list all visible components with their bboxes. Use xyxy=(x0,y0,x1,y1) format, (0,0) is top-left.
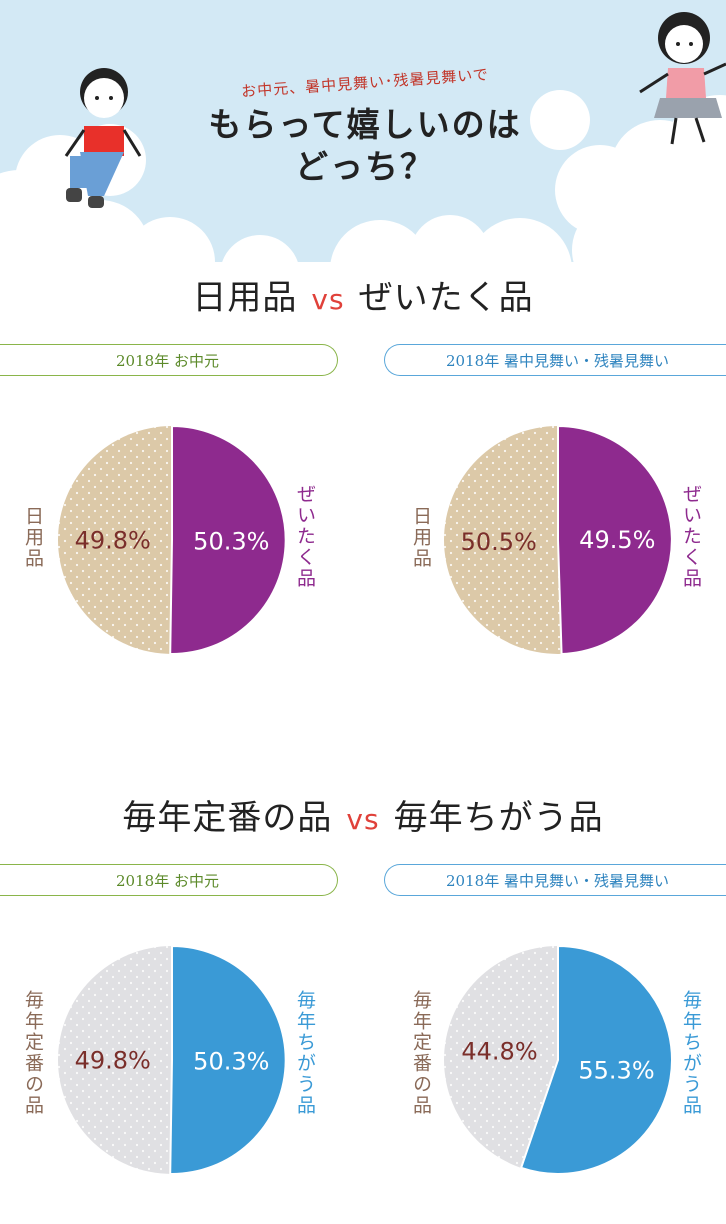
category-label-luxury-2: ぜいたく品 xyxy=(680,484,702,589)
section-title-2: 毎年定番の品 vs 毎年ちがう品 xyxy=(0,790,726,839)
tag-shochu-1: 2018年 暑中見舞い・残暑見舞い xyxy=(384,344,726,376)
pie-chart-ochugen-variety: 50.3% 49.8% xyxy=(58,944,287,1175)
pie-slice-ぜいたく品 xyxy=(169,424,287,655)
pie-slice-ぜいたく品 xyxy=(557,424,673,655)
pie-chart-shochu-variety: 55.3% 44.8% xyxy=(444,944,673,1175)
section-title-b: 毎年ちがう品 xyxy=(393,798,604,838)
hero-title: もらって嬉しいのは どっち？ xyxy=(150,104,580,188)
cloud-shapes xyxy=(0,90,726,262)
category-label-standard-2: 毎年定番の品 xyxy=(410,990,432,1116)
pie-label-secondary: 50.5% xyxy=(461,528,537,556)
pie-slice-毎年ちがう品 xyxy=(519,944,673,1175)
pie-label-primary: 49.5% xyxy=(579,526,655,554)
sky-illustration xyxy=(0,0,726,262)
category-label-daily-2: 日用品 xyxy=(410,506,432,569)
vs-label: vs xyxy=(311,283,345,316)
pie-slice-毎年ちがう品 xyxy=(169,944,287,1175)
category-label-different: 毎年ちがう品 xyxy=(294,990,316,1116)
pie-label-primary: 50.3% xyxy=(193,528,269,556)
pie-label-secondary: 49.8% xyxy=(75,1047,151,1075)
section-title-a: 日用品 xyxy=(192,278,298,318)
category-label-daily: 日用品 xyxy=(22,506,44,569)
pie-label-primary: 50.3% xyxy=(193,1048,269,1076)
tag-ochugen-2: 2018年 お中元 xyxy=(0,864,338,896)
pie-chart-ochugen-luxury: 50.3% 49.8% xyxy=(58,424,287,655)
vs-label: vs xyxy=(346,803,380,836)
girl-illustration xyxy=(639,12,726,145)
boy-illustration xyxy=(64,68,142,208)
hero-title-line1: もらって嬉しいのは xyxy=(208,105,522,144)
section-title-b: ぜいたく品 xyxy=(358,278,534,318)
tag-ochugen-1: 2018年 お中元 xyxy=(0,344,338,376)
category-label-different-2: 毎年ちがう品 xyxy=(680,990,702,1116)
section-title-a: 毎年定番の品 xyxy=(122,798,333,838)
pie-label-primary: 55.3% xyxy=(578,1057,654,1085)
hero-title-line2: どっち？ xyxy=(295,147,435,186)
section-title-1: 日用品 vs ぜいたく品 xyxy=(0,270,726,319)
category-label-luxury: ぜいたく品 xyxy=(294,484,316,589)
pie-chart-shochu-luxury: 49.5% 50.5% xyxy=(444,424,673,655)
category-label-standard: 毎年定番の品 xyxy=(22,990,44,1116)
pie-label-secondary: 44.8% xyxy=(461,1037,537,1065)
pie-label-secondary: 49.8% xyxy=(75,527,151,555)
hero-banner: お中元、暑中見舞い･残暑見舞いで もらって嬉しいのは どっち？ xyxy=(0,0,726,262)
tag-shochu-2: 2018年 暑中見舞い・残暑見舞い xyxy=(384,864,726,896)
